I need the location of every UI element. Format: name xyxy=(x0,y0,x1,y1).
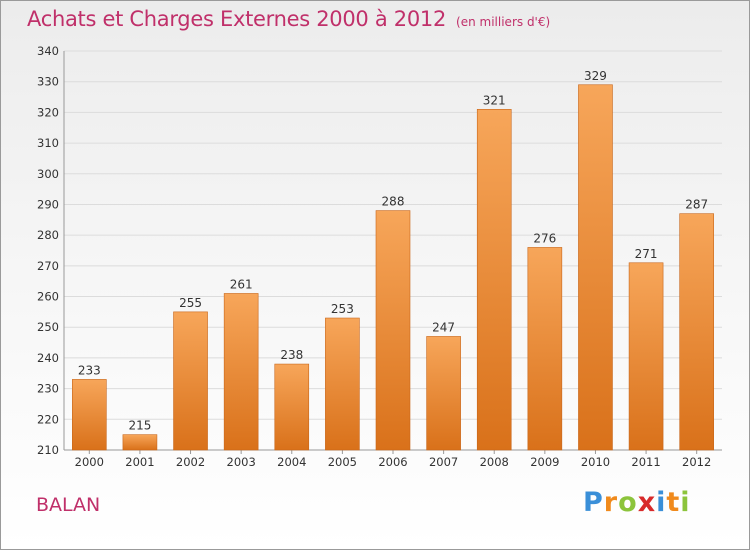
x-tick-labels: 2000 2001 2002 2003 2004 2005 2006 2007 2008 2009… xyxy=(75,455,712,469)
bar-value-label: 238 xyxy=(280,348,303,362)
x-tick-label: 2007 xyxy=(429,455,458,469)
x-tick-label: 2003 xyxy=(227,455,256,469)
bar xyxy=(122,434,158,451)
y-tick-label: 270 xyxy=(37,259,59,273)
bar xyxy=(628,262,664,451)
data-labels: 233 215 255 261 238 253 288 247 321 276 329 271 287 xyxy=(78,69,708,433)
y-tick-label: 210 xyxy=(37,443,59,457)
bar-value-label: 233 xyxy=(78,363,101,377)
bar xyxy=(274,363,310,451)
bar-value-label: 247 xyxy=(432,320,455,334)
x-tick-label: 2011 xyxy=(631,455,660,469)
logo-letter: i xyxy=(656,487,667,518)
x-tick-label: 2001 xyxy=(125,455,154,469)
chart-title: Achats et Charges Externes 2000 à 2012 (e… xyxy=(27,7,550,31)
chart-title-text: Achats et Charges Externes 2000 à 2012 xyxy=(27,7,447,31)
x-tick-label: 2006 xyxy=(378,455,407,469)
bar xyxy=(173,311,208,451)
x-tick-label: 2010 xyxy=(581,455,610,469)
y-tick-label: 300 xyxy=(37,167,59,181)
y-tick-label: 240 xyxy=(37,351,59,365)
logo-letter: i xyxy=(680,487,691,518)
bar-value-label: 321 xyxy=(483,93,506,107)
bar xyxy=(72,379,107,451)
y-tick-label: 310 xyxy=(37,136,59,150)
logo-letter: P xyxy=(583,487,604,518)
y-tick-label: 220 xyxy=(37,412,59,426)
bar-value-label: 271 xyxy=(635,247,658,261)
y-tick-label: 290 xyxy=(37,197,59,211)
bar-value-label: 288 xyxy=(382,195,405,209)
y-tick-label: 250 xyxy=(37,320,59,334)
logo-letter: t xyxy=(666,487,681,518)
x-tick-label: 2008 xyxy=(480,455,509,469)
y-tick-labels: 210 220 230 240 250 260 270 280 290 300 310 320 330 3… xyxy=(37,44,59,457)
bar-value-label: 287 xyxy=(685,198,708,212)
bar-value-label: 255 xyxy=(179,296,202,310)
y-tick-label: 340 xyxy=(37,44,59,58)
y-tick-label: 330 xyxy=(37,75,59,89)
bars xyxy=(72,84,714,451)
bar xyxy=(578,84,613,451)
bar xyxy=(223,293,259,451)
bar-value-label: 253 xyxy=(331,302,354,316)
y-tick-label: 230 xyxy=(37,382,59,396)
city-name: BALAN xyxy=(36,494,101,516)
x-tick-label: 2009 xyxy=(530,455,559,469)
bar xyxy=(679,213,714,451)
x-tick-label: 2000 xyxy=(75,455,104,469)
x-tick-label: 2012 xyxy=(682,455,711,469)
logo-letter: o xyxy=(618,487,638,518)
x-tick-label: 2005 xyxy=(328,455,357,469)
logo-letter: x xyxy=(637,487,657,518)
bar-value-label: 329 xyxy=(584,69,607,83)
x-tick-label: 2002 xyxy=(176,455,205,469)
bar xyxy=(527,247,563,451)
proxiti-logo: Proxiti xyxy=(583,487,691,518)
y-tick-label: 260 xyxy=(37,290,59,304)
bar xyxy=(476,109,512,451)
bar xyxy=(325,317,360,451)
y-tick-label: 280 xyxy=(37,228,59,242)
y-tick-label: 320 xyxy=(37,105,59,119)
bar-value-label: 261 xyxy=(230,277,253,291)
x-tick-label: 2004 xyxy=(277,455,306,469)
bar-value-label: 215 xyxy=(128,419,151,433)
bar-value-label: 276 xyxy=(533,231,556,245)
bar xyxy=(375,210,411,451)
chart-subtitle: (en milliers d'€) xyxy=(456,15,551,29)
bar xyxy=(426,336,461,451)
logo-letter: r xyxy=(603,487,619,518)
